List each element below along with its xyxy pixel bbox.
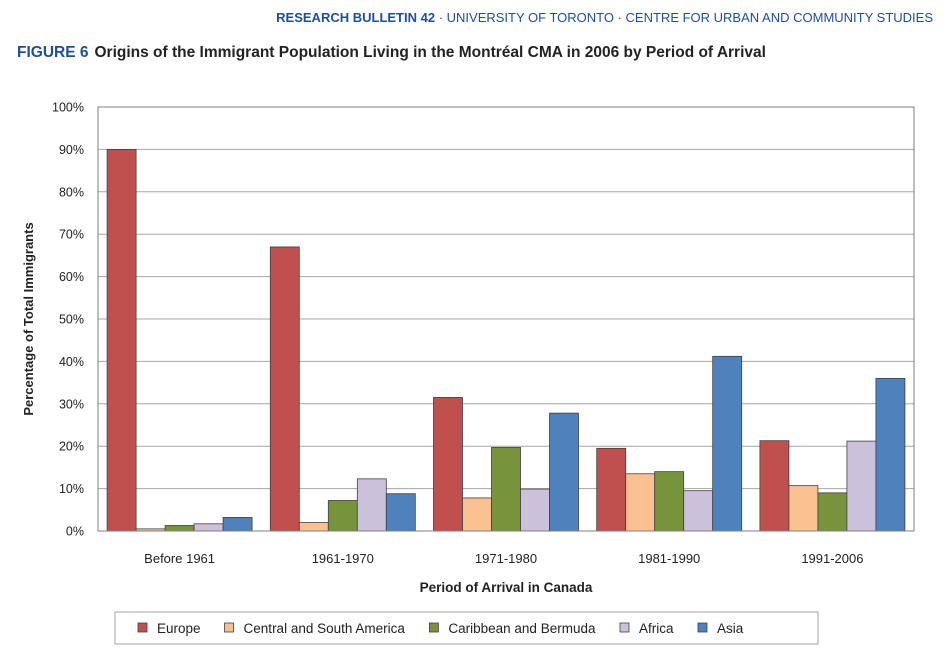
bar-europe: [596, 447, 627, 532]
legend-swatch: [137, 622, 148, 633]
legend: Europe Central and South America Caribbean…: [114, 611, 819, 645]
bar-europe: [759, 440, 790, 532]
bar-asia: [712, 355, 743, 532]
y-axis-label: Percentage of Total Immigrants: [21, 222, 36, 415]
legend-swatch: [619, 622, 630, 633]
bar-europe: [433, 397, 463, 532]
x-tick-label: 1971-1980: [475, 551, 537, 566]
bar-caribbean-and-bermuda: [327, 500, 358, 532]
header-separator: ·: [435, 10, 447, 25]
figure-title: FIGURE 6 Origins of the Immigrant Populat…: [17, 44, 766, 62]
x-tick-label: 1961-1970: [312, 551, 374, 566]
y-tick-label: 20%: [59, 440, 84, 454]
bar-africa: [683, 490, 714, 532]
bar-caribbean-and-bermuda: [654, 471, 685, 532]
y-tick-labels: 0% 10% 20% 30% 40% 50% 60% 70% 80% 90% 100%: [52, 101, 84, 539]
legend-label: Europe: [157, 621, 201, 636]
legend-label: Central and South America: [244, 621, 406, 636]
bars: [106, 148, 906, 532]
legend-label: Caribbean and Bermuda: [448, 621, 596, 636]
bar-asia: [385, 493, 416, 532]
bar-asia: [549, 412, 579, 532]
bar-caribbean-and-bermuda: [817, 492, 848, 532]
y-tick-label: 40%: [59, 355, 84, 369]
bar-africa: [356, 478, 387, 532]
gridlines: [98, 106, 914, 532]
legend-swatch: [224, 622, 234, 633]
y-tick-label: 30%: [59, 397, 84, 411]
y-tick-label: 90%: [59, 143, 84, 157]
bar-africa: [193, 523, 224, 532]
legend-label: Asia: [717, 621, 744, 636]
y-tick-label: 80%: [59, 185, 84, 199]
bar-central-and-south-america: [298, 522, 329, 532]
legend-swatch: [428, 622, 439, 633]
bar-central-and-south-america: [462, 497, 492, 532]
bar-caribbean-and-bermuda: [164, 525, 195, 532]
y-tick-label: 70%: [59, 228, 84, 242]
bulletin-label: RESEARCH BULLETIN 42: [276, 10, 436, 25]
bar-asia: [222, 517, 253, 532]
bar-europe: [106, 148, 137, 532]
bar-caribbean-and-bermuda: [491, 447, 521, 532]
y-tick-label: 50%: [59, 313, 84, 327]
bar-africa: [846, 440, 877, 532]
x-axis-label: Period of Arrival in Canada: [420, 580, 593, 595]
centre-name: CENTRE FOR URBAN AND COMMUNITY STUDIES: [625, 10, 933, 25]
university-name: UNIVERSITY OF TORONTO: [446, 10, 614, 25]
publication-header: RESEARCH BULLETIN 42 · UNIVERSITY OF TOR…: [276, 10, 933, 25]
x-tick-label: 1991-2006: [801, 551, 863, 566]
bar-central-and-south-america: [788, 485, 819, 532]
figure-label: FIGURE 6: [17, 44, 89, 61]
y-tick-label: 60%: [59, 270, 84, 284]
bar-europe: [269, 246, 300, 532]
y-tick-label: 10%: [59, 482, 84, 496]
bar-asia: [875, 377, 906, 532]
figure-title-text: Origins of the Immigrant Population Livi…: [94, 44, 766, 61]
legend-label: Africa: [639, 621, 674, 636]
y-tick-label: 0%: [66, 525, 84, 539]
header-separator: ·: [613, 10, 626, 25]
x-tick-label: Before 1961: [144, 551, 215, 566]
x-tick-labels: Before 1961 1961-1970 1971-1980 1981-1990 19…: [144, 551, 863, 566]
legend-swatch: [697, 622, 708, 633]
bar-central-and-south-america: [625, 473, 656, 532]
bar-africa: [520, 488, 550, 532]
x-tick-label: 1981-1990: [638, 551, 700, 566]
y-tick-label: 100%: [52, 101, 84, 115]
plot-area-border: [97, 106, 915, 532]
